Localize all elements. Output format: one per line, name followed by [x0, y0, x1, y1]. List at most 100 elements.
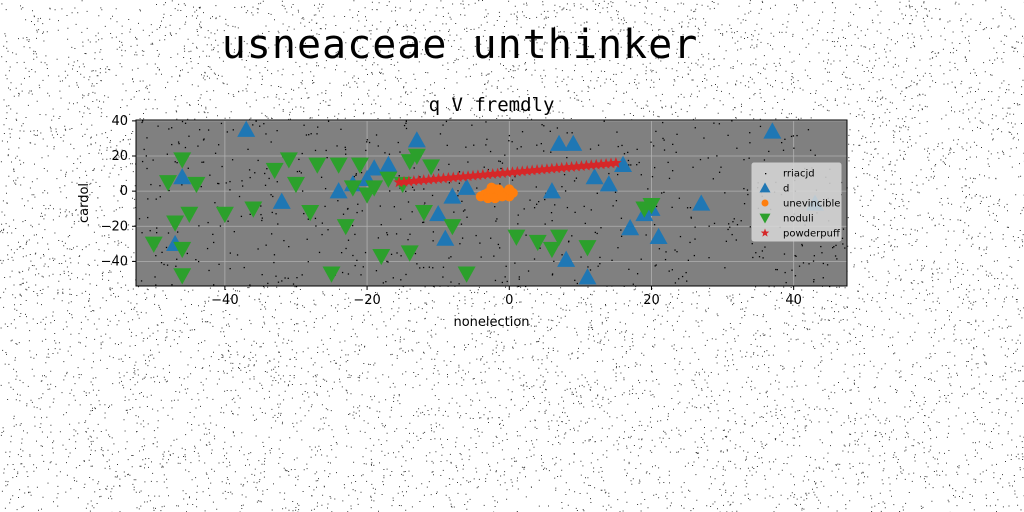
data-point-rriacjd: [480, 256, 482, 258]
data-point-rriacjd: [752, 256, 754, 259]
data-point-rriacjd: [445, 120, 448, 123]
data-point-noduli: [187, 176, 206, 194]
data-point-rriacjd: [834, 255, 837, 257]
data-point-powderpuff: [585, 159, 597, 171]
data-point-rriacjd: [145, 155, 147, 157]
data-point-rriacjd: [141, 121, 143, 124]
data-point-rriacjd: [516, 148, 518, 150]
data-point-powderpuff: [506, 166, 519, 178]
data-point-rriacjd: [733, 218, 735, 220]
data-point-rriacjd: [813, 255, 815, 257]
data-point-rriacjd: [551, 274, 554, 276]
legend-label-rriacjd: rriacjd: [783, 169, 815, 180]
data-point-rriacjd: [724, 192, 726, 194]
data-point-noduli: [542, 241, 561, 259]
data-point-d: [621, 219, 640, 236]
data-point-rriacjd: [276, 181, 278, 183]
data-point-rriacjd: [296, 170, 299, 173]
data-point-noduli: [414, 205, 433, 222]
data-point-rriacjd: [171, 284, 173, 286]
data-point-rriacjd: [181, 120, 184, 123]
data-point-rriacjd: [307, 218, 309, 220]
data-point-rriacjd: [375, 270, 378, 272]
data-point-rriacjd: [422, 266, 425, 269]
data-point-rriacjd: [749, 132, 751, 134]
data-point-rriacjd: [764, 246, 766, 248]
data-point-rriacjd: [508, 134, 511, 137]
data-point-noduli: [336, 219, 355, 236]
data-point-powderpuff: [541, 163, 553, 175]
data-point-noduli: [166, 215, 185, 232]
chart-title: q V fremdly: [429, 94, 555, 116]
legend-marker-noduli: [759, 213, 771, 224]
data-point-rriacjd: [661, 192, 663, 194]
data-point-rriacjd: [207, 129, 210, 131]
data-point-rriacjd: [783, 253, 786, 255]
data-point-rriacjd: [287, 277, 289, 279]
data-point-rriacjd: [458, 182, 461, 184]
data-point-rriacjd: [240, 215, 243, 218]
data-point-rriacjd: [594, 231, 596, 234]
data-point-rriacjd: [529, 199, 531, 201]
data-point-powderpuff: [521, 164, 533, 176]
data-point-noduli: [286, 176, 305, 194]
data-point-rriacjd: [166, 153, 168, 155]
data-point-rriacjd: [544, 198, 546, 201]
data-point-rriacjd: [248, 169, 251, 171]
data-point-rriacjd: [388, 153, 391, 155]
data-point-rriacjd: [599, 263, 601, 265]
data-point-rriacjd: [708, 225, 710, 227]
data-point-powderpuff: [580, 159, 593, 171]
data-point-rriacjd: [821, 252, 823, 254]
data-point-noduli: [407, 148, 426, 166]
data-point-rriacjd: [396, 252, 398, 254]
data-point-powderpuff: [413, 174, 425, 186]
data-point-rriacjd: [521, 131, 524, 133]
data-point-rriacjd: [527, 270, 530, 272]
data-point-rriacjd: [354, 233, 356, 236]
data-point-rriacjd: [270, 233, 273, 235]
data-point-rriacjd: [188, 135, 190, 137]
plot-frame: [135, 119, 848, 287]
data-point-rriacjd: [405, 127, 408, 130]
data-point-rriacjd: [627, 159, 630, 162]
data-point-rriacjd: [352, 254, 354, 257]
data-point-d: [379, 155, 398, 172]
data-point-rriacjd: [261, 273, 263, 276]
data-point-rriacjd: [206, 247, 209, 250]
data-point-rriacjd: [499, 160, 502, 163]
data-point-rriacjd: [263, 123, 265, 125]
data-point-rriacjd: [676, 251, 678, 253]
data-point-rriacjd: [743, 159, 745, 161]
data-point-rriacjd: [689, 241, 691, 244]
y-tick-label: 20: [111, 149, 128, 164]
data-point-rriacjd: [761, 250, 764, 252]
data-point-rriacjd: [694, 127, 696, 129]
data-point-rriacjd: [303, 212, 305, 215]
data-point-rriacjd: [157, 125, 159, 127]
data-point-rriacjd: [743, 187, 745, 190]
data-point-noduli: [173, 268, 192, 285]
data-point-rriacjd: [674, 282, 677, 284]
data-point-rriacjd: [300, 172, 302, 174]
data-point-rriacjd: [749, 226, 751, 228]
data-point-rriacjd: [432, 240, 434, 242]
data-point-rriacjd: [485, 121, 487, 123]
data-point-rriacjd: [243, 266, 245, 269]
data-point-rriacjd: [156, 227, 158, 229]
data-point-powderpuff: [570, 160, 583, 172]
data-point-rriacjd: [496, 218, 498, 220]
data-point-rriacjd: [200, 185, 202, 188]
data-point-rriacjd: [264, 172, 266, 175]
data-point-rriacjd: [266, 168, 268, 170]
data-point-rriacjd: [520, 146, 522, 148]
data-point-noduli: [244, 201, 263, 218]
data-point-noduli: [308, 157, 327, 174]
data-point-rriacjd: [156, 232, 158, 234]
data-point-rriacjd: [677, 278, 680, 280]
data-point-rriacjd: [630, 164, 632, 166]
data-point-rriacjd: [457, 190, 459, 192]
data-point-rriacjd: [807, 129, 810, 131]
data-point-rriacjd: [518, 278, 520, 280]
data-point-rriacjd: [616, 173, 619, 176]
